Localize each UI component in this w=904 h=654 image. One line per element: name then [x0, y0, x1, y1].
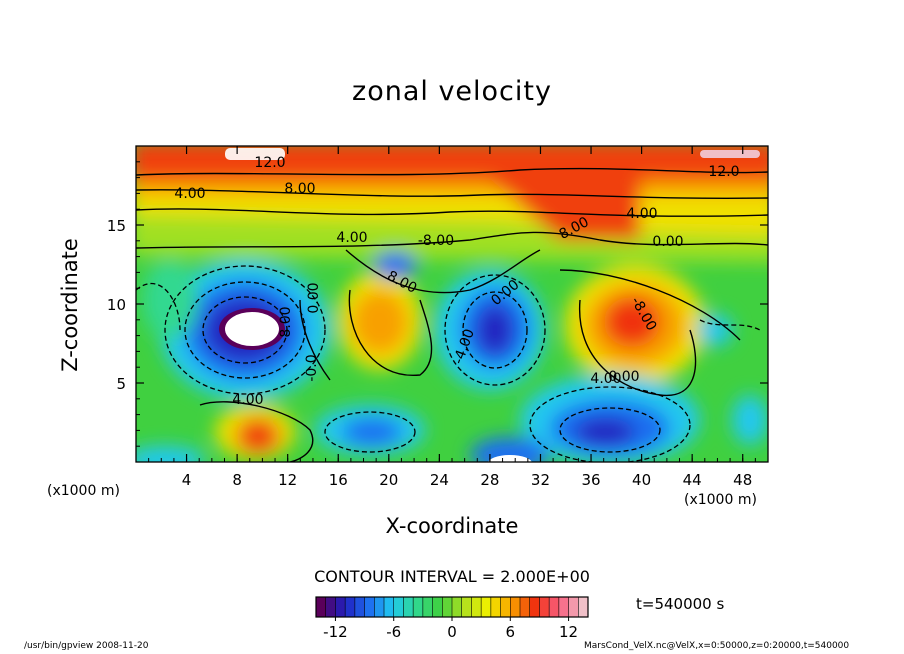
colorbar-cell	[335, 597, 346, 617]
colorbar-cell	[520, 597, 531, 617]
chart-title: zonal velocity	[352, 76, 552, 107]
x-tick-label: 20	[379, 471, 398, 489]
x-tick-label: 28	[480, 471, 499, 489]
colorbar-tick-label: -6	[386, 623, 401, 641]
colorbar-tick-label: 0	[447, 623, 457, 641]
colorbar-cell	[413, 597, 424, 617]
colorbar-cell	[345, 597, 356, 617]
y-tick-label: 10	[107, 296, 126, 314]
contour-label: 8.00	[284, 181, 315, 197]
colorbar-cell	[432, 597, 443, 617]
contour-label: -0.0	[304, 354, 320, 381]
colorbar-cell	[510, 597, 521, 617]
x-unit-label-left: (x1000 m)	[47, 483, 120, 499]
contour-label: -8.00	[418, 233, 454, 249]
colorbar-tick-label: 6	[506, 623, 516, 641]
colorbar-tick-label: -12	[323, 623, 348, 641]
colorbar-cell	[529, 597, 540, 617]
contour-label: 0.00	[608, 369, 639, 385]
x-tick-label: 4	[182, 471, 192, 489]
y-tick-label: 5	[116, 375, 126, 393]
contour-label: 12.0	[708, 164, 739, 180]
contour-label: 8.00	[278, 306, 294, 337]
colorbar-tick-label: 12	[559, 623, 578, 641]
heatmap-field: 12.08.004.004.0012.08.004.000.000.008.00…	[136, 146, 768, 462]
colorbar-cell	[316, 597, 327, 617]
colorbar-cell	[452, 597, 463, 617]
x-tick-label: 16	[329, 471, 348, 489]
contour-interval-text: CONTOUR INTERVAL = 2.000E+00	[314, 567, 590, 586]
footer-command: /usr/bin/gpview 2008-11-20	[24, 641, 149, 651]
y-axis-label: Z-coordinate	[58, 238, 82, 372]
x-tick-label: 44	[683, 471, 702, 489]
y-tick-label: 15	[107, 217, 126, 235]
colorbar-cell	[422, 597, 433, 617]
colorbar-cell	[364, 597, 375, 617]
colorbar-cell	[393, 597, 404, 617]
time-label: t=540000 s	[636, 595, 725, 613]
contour-label: 4.00	[232, 392, 263, 408]
contour-label: 0.00	[306, 282, 322, 313]
contour-label: 4.00	[590, 371, 621, 387]
x-tick-label: 8	[232, 471, 242, 489]
colorbar-cell	[490, 597, 501, 617]
colorbar-cell	[354, 597, 365, 617]
contour-label: 0.00	[652, 234, 683, 250]
colorbar-cell	[461, 597, 472, 617]
colorbar-cell	[549, 597, 560, 617]
colorbar-cell	[403, 597, 414, 617]
x-tick-label: 24	[430, 471, 449, 489]
colorbar: -12 -6 0 6 12	[315, 596, 589, 641]
contour-label: 4.00	[626, 206, 657, 222]
colorbar-cell	[471, 597, 482, 617]
colorbar-cell	[325, 597, 336, 617]
colorbar-cell	[374, 597, 385, 617]
colorbar-cell	[539, 597, 550, 617]
colorbar-cell	[481, 597, 492, 617]
contour-label: 4.00	[174, 186, 205, 202]
colorbar-cell	[384, 597, 395, 617]
colorbar-cell	[442, 597, 453, 617]
contour-label: 12.0	[254, 155, 285, 171]
x-tick-label: 32	[531, 471, 550, 489]
x-unit-label-right: (x1000 m)	[684, 492, 757, 508]
contour-label: 4.00	[336, 230, 367, 246]
footer-source: MarsCond_VelX.nc@VelX,x=0:50000,z=0:2000…	[584, 641, 850, 651]
x-axis-label: X-coordinate	[385, 514, 519, 538]
x-tick-label: 48	[733, 471, 752, 489]
colorbar-cell	[578, 597, 589, 617]
x-tick-label: 40	[632, 471, 651, 489]
x-tick-label: 12	[278, 471, 297, 489]
colorbar-cell	[558, 597, 569, 617]
colorbar-cell	[500, 597, 511, 617]
x-tick-label: 36	[581, 471, 600, 489]
colorbar-cell	[568, 597, 579, 617]
